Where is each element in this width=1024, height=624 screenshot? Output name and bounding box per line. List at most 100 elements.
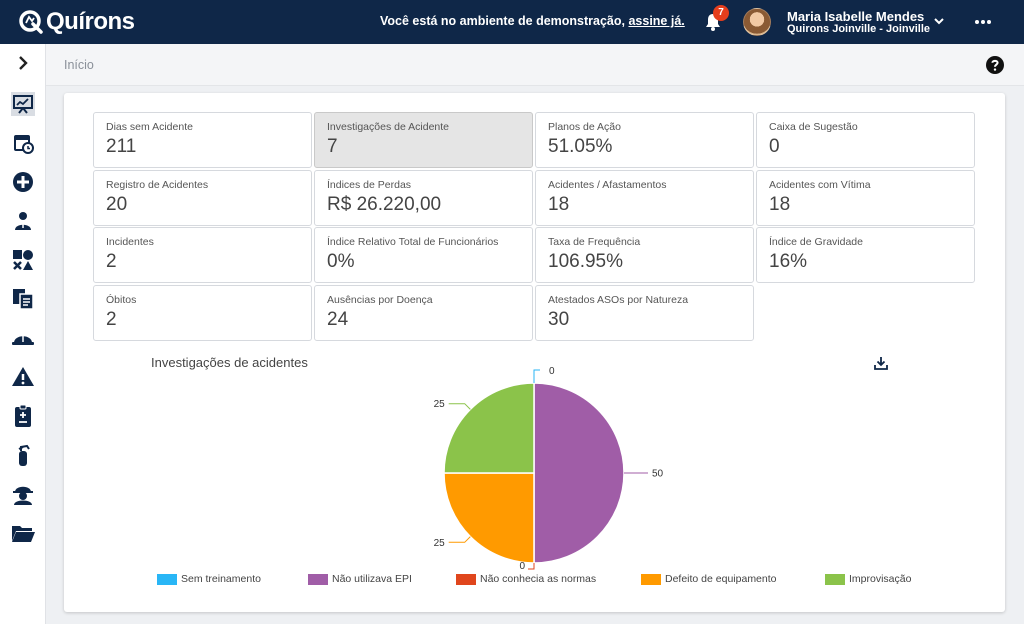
kpi-label: Acidentes com Vítima	[769, 179, 871, 191]
calendar-clock-icon	[14, 135, 34, 154]
kpi-card[interactable]: Taxa de Frequência 106.95%	[535, 227, 754, 283]
data-label: 50	[652, 469, 664, 480]
logo-text: Quírons	[46, 8, 135, 35]
documents-icon	[13, 289, 34, 310]
label-leader-line	[528, 563, 535, 570]
notification-count-badge: 7	[713, 5, 729, 21]
kpi-card[interactable]: Dias sem Acidente 211	[93, 112, 312, 168]
presentation-chart-icon	[11, 92, 35, 116]
kpi-value: 20	[106, 194, 128, 215]
pie-slice[interactable]	[533, 382, 625, 564]
sidebar-item-calendar[interactable]	[11, 131, 35, 155]
kpi-value: 16%	[769, 251, 808, 272]
kpi-value: R$ 26.220,00	[327, 194, 442, 215]
user-org[interactable]: Quirons Joinville - Joinville	[787, 23, 931, 35]
kpi-card[interactable]: Índices de Perdas R$ 26.220,00	[314, 170, 533, 226]
legend-item[interactable]: Não utilizava EPI	[308, 572, 412, 586]
avatar[interactable]	[743, 8, 771, 36]
kpi-label: Acidentes / Afastamentos	[548, 179, 667, 191]
download-icon[interactable]	[873, 355, 889, 371]
legend-label: Sem treinamento	[181, 573, 261, 585]
legend-swatch	[456, 573, 476, 585]
sidebar-item-worker[interactable]	[11, 482, 35, 506]
user-name[interactable]: Maria Isabelle Mendes	[787, 9, 925, 24]
sidebar-item-alert[interactable]	[11, 365, 35, 389]
kpi-label: Dias sem Acidente	[106, 121, 193, 133]
legend-item[interactable]: Defeito de equipamento	[641, 572, 777, 586]
kpi-value: 30	[548, 309, 570, 330]
more-horizontal-icon[interactable]	[972, 12, 994, 32]
kpi-card[interactable]: Planos de Ação 51.05%	[535, 112, 754, 168]
subscribe-link[interactable]: assine já.	[628, 14, 685, 28]
label-leader-line	[448, 403, 471, 410]
folder-open-icon	[12, 526, 35, 542]
kpi-value: 0	[769, 136, 780, 157]
kpi-card[interactable]: Acidentes / Afastamentos 18	[535, 170, 754, 226]
sidebar-item-folder[interactable]	[11, 521, 35, 545]
data-label: 25	[434, 399, 446, 410]
kpi-card[interactable]: Investigações de Acidente 7	[314, 112, 533, 168]
kpi-card[interactable]: Incidentes 2	[93, 227, 312, 283]
label-leader-line	[533, 369, 540, 383]
sidebar-item-extinguisher[interactable]	[11, 443, 35, 467]
kpi-card[interactable]: Caixa de Sugestão 0	[756, 112, 975, 168]
kpi-value: 2	[106, 251, 117, 272]
kpi-card[interactable]: Atestados ASOs por Natureza 30	[535, 285, 754, 341]
kpi-label: Atestados ASOs por Natureza	[548, 294, 689, 306]
clipboard-icon	[15, 404, 31, 427]
plus-circle-icon	[13, 172, 33, 192]
kpi-card[interactable]: Índice de Gravidade 16%	[756, 227, 975, 283]
demo-message-text: Você está no ambiente de demonstração,	[380, 14, 625, 28]
breadcrumb[interactable]: Início	[64, 58, 94, 72]
legend-item[interactable]: Sem treinamento	[157, 572, 261, 586]
sidebar-item-documents[interactable]	[11, 287, 35, 311]
helmet-icon	[12, 334, 34, 345]
users-icon	[15, 212, 31, 230]
kpi-card[interactable]: Índice Relativo Total de Funcionários 0%	[314, 227, 533, 283]
help-icon[interactable]	[986, 56, 1004, 74]
data-label: 0	[549, 366, 555, 377]
chevron-down-icon[interactable]	[932, 14, 946, 28]
sidebar-item-users[interactable]	[11, 209, 35, 233]
sidebar-item-add[interactable]	[11, 170, 35, 194]
kpi-value: 0%	[327, 251, 355, 272]
kpi-value: 51.05%	[548, 136, 613, 157]
kpi-value: 18	[548, 194, 570, 215]
kpi-label: Ausências por Doença	[327, 294, 433, 306]
legend-label: Não utilizava EPI	[332, 573, 412, 585]
kpi-card[interactable]: Acidentes com Vítima 18	[756, 170, 975, 226]
logo-icon	[19, 10, 43, 34]
kpi-card[interactable]: Ausências por Doença 24	[314, 285, 533, 341]
legend-item[interactable]: Improvisação	[825, 572, 911, 586]
app-logo[interactable]: Quírons	[18, 7, 135, 37]
legend-item[interactable]: Não conhecia as normas	[456, 572, 596, 586]
kpi-value: 211	[106, 136, 137, 157]
kpi-label: Índices de Perdas	[327, 179, 412, 191]
shapes-icon	[13, 250, 33, 270]
kpi-value: 7	[327, 136, 338, 157]
fire-extinguisher-icon	[18, 444, 30, 466]
pie-slice[interactable]	[443, 472, 535, 564]
sidebar	[0, 44, 46, 624]
warning-icon	[12, 367, 34, 386]
sidebar-item-clipboard[interactable]	[11, 404, 35, 428]
worker-icon	[13, 486, 33, 505]
legend-label: Não conhecia as normas	[480, 573, 597, 585]
kpi-card[interactable]: Registro de Acidentes 20	[93, 170, 312, 226]
kpi-label: Planos de Ação	[548, 121, 621, 133]
data-label: 0	[519, 561, 525, 572]
chevron-right-icon[interactable]	[12, 52, 34, 74]
sidebar-item-shapes[interactable]	[11, 248, 35, 272]
demo-message: Você está no ambiente de demonstração, a…	[380, 14, 685, 28]
pie-slice[interactable]	[443, 382, 535, 474]
kpi-label: Óbitos	[106, 294, 137, 306]
kpi-card[interactable]: Óbitos 2	[93, 285, 312, 341]
data-label: 25	[434, 538, 446, 549]
kpi-value: 18	[769, 194, 791, 215]
sidebar-item-dashboard[interactable]	[11, 92, 35, 116]
kpi-label: Incidentes	[106, 236, 154, 248]
sidebar-item-helmet[interactable]	[11, 326, 35, 350]
legend-swatch	[308, 573, 328, 585]
kpi-label: Taxa de Frequência	[548, 236, 641, 248]
label-leader-line	[448, 536, 471, 543]
